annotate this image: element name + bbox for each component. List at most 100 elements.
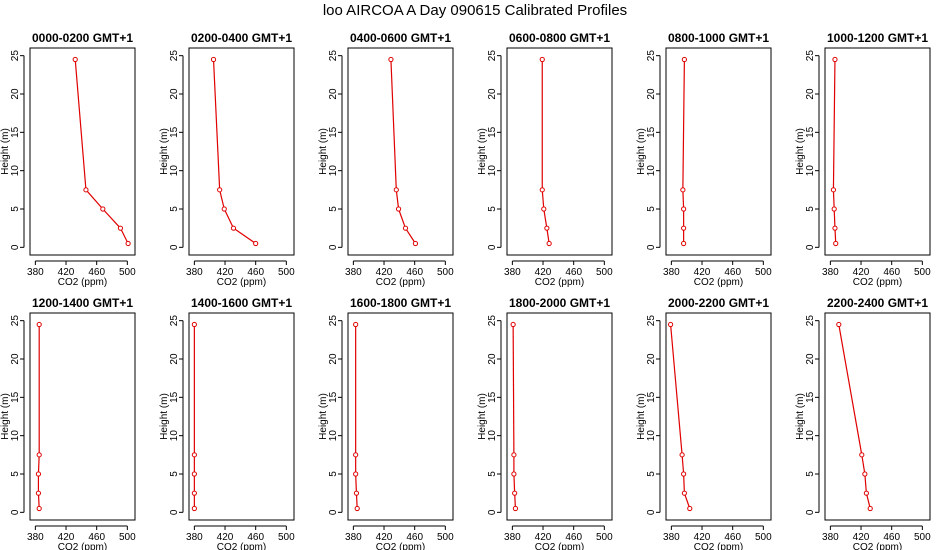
x-tick-label: 500 bbox=[596, 532, 613, 543]
x-tick-label: 420 bbox=[217, 532, 234, 543]
y-tick-label: 20 bbox=[646, 353, 657, 365]
y-tick-label: 15 bbox=[10, 126, 21, 138]
x-axis-label: CO2 (ppm) bbox=[853, 542, 902, 550]
y-tick-label: 25 bbox=[169, 50, 180, 62]
profile-segment bbox=[683, 473, 685, 494]
data-point bbox=[681, 56, 687, 63]
x-tick-label: 420 bbox=[535, 532, 552, 543]
y-tick-label: 0 bbox=[328, 509, 339, 515]
y-tick-label: 15 bbox=[805, 391, 816, 403]
y-tick-label: 25 bbox=[10, 315, 21, 327]
data-point bbox=[253, 240, 259, 247]
y-tick-label: 25 bbox=[328, 50, 339, 62]
x-axis-label: CO2 (ppm) bbox=[376, 542, 425, 550]
x-tick-label: 460 bbox=[724, 532, 741, 543]
y-tick-label: 20 bbox=[169, 353, 180, 365]
profile-segment bbox=[355, 473, 358, 494]
x-tick-label: 380 bbox=[663, 532, 680, 543]
y-tick-label: 20 bbox=[805, 88, 816, 100]
y-tick-label: 25 bbox=[487, 50, 498, 62]
y-tick-label: 0 bbox=[328, 244, 339, 250]
data-point bbox=[353, 490, 360, 496]
y-tick-label: 5 bbox=[646, 206, 657, 212]
y-tick-label: 15 bbox=[169, 126, 180, 138]
y-tick-label: 20 bbox=[805, 353, 816, 365]
data-point bbox=[353, 471, 359, 477]
y-axis-label: Height (m) bbox=[0, 393, 11, 440]
y-axis-label: Height (m) bbox=[636, 393, 647, 440]
y-tick-label: 10 bbox=[169, 165, 180, 177]
panel-title: 0600-0800 GMT+1 bbox=[509, 31, 610, 45]
y-tick-label: 10 bbox=[805, 430, 816, 442]
profile-segment bbox=[233, 227, 257, 244]
data-point bbox=[667, 321, 674, 328]
y-tick-label: 20 bbox=[487, 88, 498, 100]
x-tick-label: 460 bbox=[406, 267, 423, 278]
x-axis-label: CO2 (ppm) bbox=[217, 277, 266, 288]
data-point bbox=[100, 206, 106, 212]
data-point bbox=[830, 187, 837, 193]
y-tick-label: 5 bbox=[10, 206, 21, 212]
y-tick-label: 5 bbox=[805, 471, 816, 477]
panel-title: 2000-2200 GMT+1 bbox=[668, 296, 769, 310]
data-point bbox=[681, 225, 687, 231]
x-tick-label: 420 bbox=[694, 532, 711, 543]
y-tick-label: 25 bbox=[487, 315, 498, 327]
panel: 0200-0400 GMT+1 380 420 460 500 CO2 (ppm) 0 5 10… bbox=[159, 31, 295, 288]
y-tick-label: 5 bbox=[646, 471, 657, 477]
profile-segment bbox=[512, 324, 515, 455]
y-tick-label: 10 bbox=[487, 430, 498, 442]
data-point bbox=[393, 187, 399, 193]
panel: 0800-1000 GMT+1 380 420 460 500 CO2 (ppm) 0 5 10… bbox=[636, 31, 772, 288]
x-tick-label: 380 bbox=[345, 267, 362, 278]
profile-segment bbox=[865, 493, 871, 509]
y-tick-label: 20 bbox=[169, 88, 180, 100]
y-axis-label: Height (m) bbox=[795, 393, 806, 440]
y-axis-label: Height (m) bbox=[318, 393, 329, 440]
plot-frame bbox=[188, 47, 295, 256]
y-axis-label: Height (m) bbox=[159, 128, 170, 175]
data-point bbox=[191, 505, 197, 512]
data-point bbox=[36, 452, 42, 458]
x-tick-label: 500 bbox=[437, 267, 454, 278]
profile-segment bbox=[682, 59, 685, 190]
y-tick-label: 10 bbox=[487, 165, 498, 177]
x-tick-label: 420 bbox=[376, 532, 393, 543]
x-tick-label: 460 bbox=[247, 532, 264, 543]
data-point bbox=[402, 225, 409, 231]
x-tick-label: 460 bbox=[406, 532, 423, 543]
panel: 1600-1800 GMT+1 380 420 460 500 CO2 (ppm) 0 5 10… bbox=[318, 296, 454, 550]
y-tick-label: 5 bbox=[805, 206, 816, 212]
y-tick-label: 5 bbox=[169, 471, 180, 477]
profile-segment bbox=[832, 189, 835, 210]
y-tick-label: 0 bbox=[10, 509, 21, 515]
data-point bbox=[512, 490, 518, 496]
x-tick-label: 420 bbox=[694, 267, 711, 278]
data-point bbox=[510, 321, 516, 328]
profile-segment bbox=[404, 227, 416, 244]
data-point bbox=[412, 240, 419, 247]
panel: 1800-2000 GMT+1 380 420 460 500 CO2 (ppm) 0 5 10… bbox=[477, 296, 613, 550]
panel: 1000-1200 GMT+1 380 420 460 500 CO2 (ppm) 0 5 10… bbox=[795, 31, 931, 288]
profile-segment bbox=[861, 454, 866, 475]
y-tick-label: 20 bbox=[646, 88, 657, 100]
panel: 0600-0800 GMT+1 380 420 460 500 CO2 (ppm) 0 5 10… bbox=[477, 31, 613, 288]
data-point bbox=[539, 56, 545, 63]
y-tick-label: 5 bbox=[328, 206, 339, 212]
y-tick-label: 0 bbox=[10, 244, 21, 250]
panel: 2000-2200 GMT+1 380 420 460 500 CO2 (ppm) 0 5 10… bbox=[636, 296, 772, 550]
x-tick-label: 380 bbox=[27, 532, 44, 543]
y-tick-label: 15 bbox=[169, 391, 180, 403]
x-axis-label: CO2 (ppm) bbox=[376, 277, 425, 288]
y-tick-label: 15 bbox=[646, 391, 657, 403]
plot-frame bbox=[29, 47, 136, 256]
data-point bbox=[541, 206, 547, 212]
plot-frame bbox=[824, 47, 931, 256]
y-tick-label: 10 bbox=[646, 165, 657, 177]
x-tick-label: 500 bbox=[596, 267, 613, 278]
profile-segment bbox=[119, 227, 129, 244]
y-axis-label: Height (m) bbox=[159, 393, 170, 440]
panel: 1200-1400 GMT+1 380 420 460 500 CO2 (ppm) 0 5 10… bbox=[0, 296, 136, 550]
data-point bbox=[191, 471, 197, 477]
